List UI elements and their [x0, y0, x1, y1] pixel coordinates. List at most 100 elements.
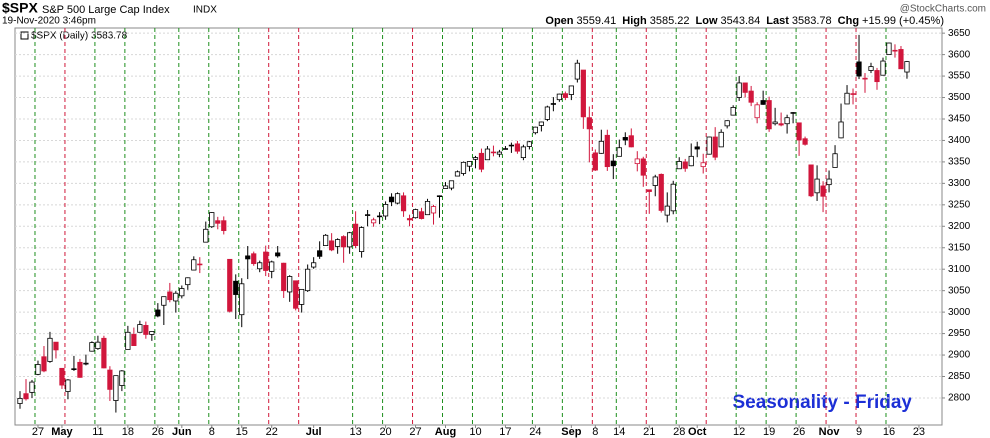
candle-body — [496, 151, 503, 155]
candle-body — [880, 60, 886, 76]
candle-body — [442, 185, 449, 189]
candle-body — [323, 234, 329, 246]
candle-body — [161, 296, 167, 306]
candle-body — [748, 90, 754, 103]
candle-body — [502, 148, 509, 150]
x-tick-label: 11 — [92, 426, 103, 438]
candle-body — [448, 180, 455, 189]
candle-body — [586, 117, 592, 130]
quote-value: 3543.84 — [721, 15, 761, 27]
candle-body — [550, 103, 556, 105]
candle-body — [598, 140, 604, 154]
candle-body — [173, 292, 179, 302]
candle-body — [574, 62, 580, 80]
x-tick-label: 17 — [499, 426, 511, 438]
x-tick-label: Sep — [561, 426, 581, 438]
x-tick-label: Jul — [306, 426, 322, 438]
candle-body — [778, 123, 784, 126]
candle-body — [904, 61, 910, 73]
candle-body — [191, 259, 197, 271]
candle-body — [53, 341, 59, 351]
candle-body — [736, 82, 742, 98]
candle-body — [898, 49, 904, 70]
x-tick-label: 12 — [733, 426, 745, 438]
candle-body — [862, 77, 868, 80]
candle-body — [364, 214, 371, 216]
candle-body — [538, 121, 544, 126]
candle-body — [616, 147, 622, 157]
candle-body — [101, 337, 107, 369]
candle-body — [388, 196, 395, 203]
candle-body — [622, 137, 628, 141]
symbol: $SPX — [2, 0, 38, 16]
candle-body — [71, 368, 77, 370]
candle-body — [89, 342, 95, 352]
candle-body — [149, 331, 155, 335]
candle-body — [335, 239, 341, 247]
candle-body — [688, 155, 694, 167]
candle-body — [287, 276, 293, 293]
candle-body — [592, 152, 598, 171]
quote-label: Last — [766, 15, 789, 27]
quote-value: 3585.22 — [650, 15, 690, 27]
quote-label: Chg — [838, 15, 859, 27]
candle-body — [712, 136, 718, 158]
candle-body — [670, 183, 676, 212]
candle-body — [143, 325, 149, 335]
y-tick-label: 3550 — [948, 71, 971, 82]
candle-body — [317, 250, 323, 257]
candle-body — [41, 356, 47, 372]
candle-body — [239, 283, 245, 316]
candle-body — [406, 218, 413, 221]
candle-body — [23, 393, 29, 400]
candle-body — [658, 173, 664, 211]
y-tick-label: 3650 — [948, 28, 971, 39]
candle-body — [376, 215, 383, 218]
candle-body — [412, 209, 419, 219]
y-tick-label: 3000 — [948, 307, 971, 318]
x-tick-label: Aug — [435, 426, 456, 438]
x-tick-label: 22 — [266, 426, 278, 438]
candle-body — [634, 158, 640, 165]
x-tick-label: Jun — [172, 426, 192, 438]
candle-body — [35, 364, 41, 375]
x-tick-label: 15 — [236, 426, 248, 438]
x-tick-label: 28 — [673, 426, 685, 438]
candle-body — [838, 121, 844, 139]
y-tick-label: 3200 — [948, 221, 971, 232]
candle-body — [652, 176, 658, 186]
security-name: S&P 500 Large Cap Index — [42, 4, 170, 16]
candle-body — [430, 206, 437, 214]
legend: $SPX (Daily) 3583.78 — [31, 31, 128, 42]
candle-body — [418, 211, 425, 219]
candle-body — [382, 203, 389, 217]
candle-body — [886, 42, 892, 56]
candle-body — [131, 334, 137, 346]
x-tick-label: 24 — [529, 426, 541, 438]
candle-body — [359, 227, 365, 253]
candle-body — [478, 152, 485, 170]
candle-body — [682, 161, 688, 169]
candle-body — [59, 367, 65, 386]
candle-body — [784, 117, 790, 125]
candle-body — [311, 262, 317, 268]
y-tick-label: 3100 — [948, 264, 971, 275]
x-tick-label: 20 — [379, 426, 391, 438]
candle-body — [281, 262, 287, 292]
y-tick-label: 3150 — [948, 242, 971, 253]
candle-body — [490, 151, 497, 154]
candle-body — [197, 263, 203, 266]
candle-body — [772, 121, 778, 125]
candle-body — [167, 291, 173, 301]
candle-body — [508, 144, 515, 147]
x-tick-label: 16 — [883, 426, 895, 438]
candle-body — [245, 255, 251, 260]
quote: Open 3559.41 High 3585.22 Low 3543.84 Last 3583… — [545, 15, 944, 27]
quote-value: 3583.78 — [792, 15, 832, 27]
candle-body — [251, 253, 257, 265]
candle-body — [203, 228, 209, 243]
candle-body — [706, 136, 712, 155]
candle-body — [347, 232, 353, 248]
candle-body — [77, 361, 83, 378]
